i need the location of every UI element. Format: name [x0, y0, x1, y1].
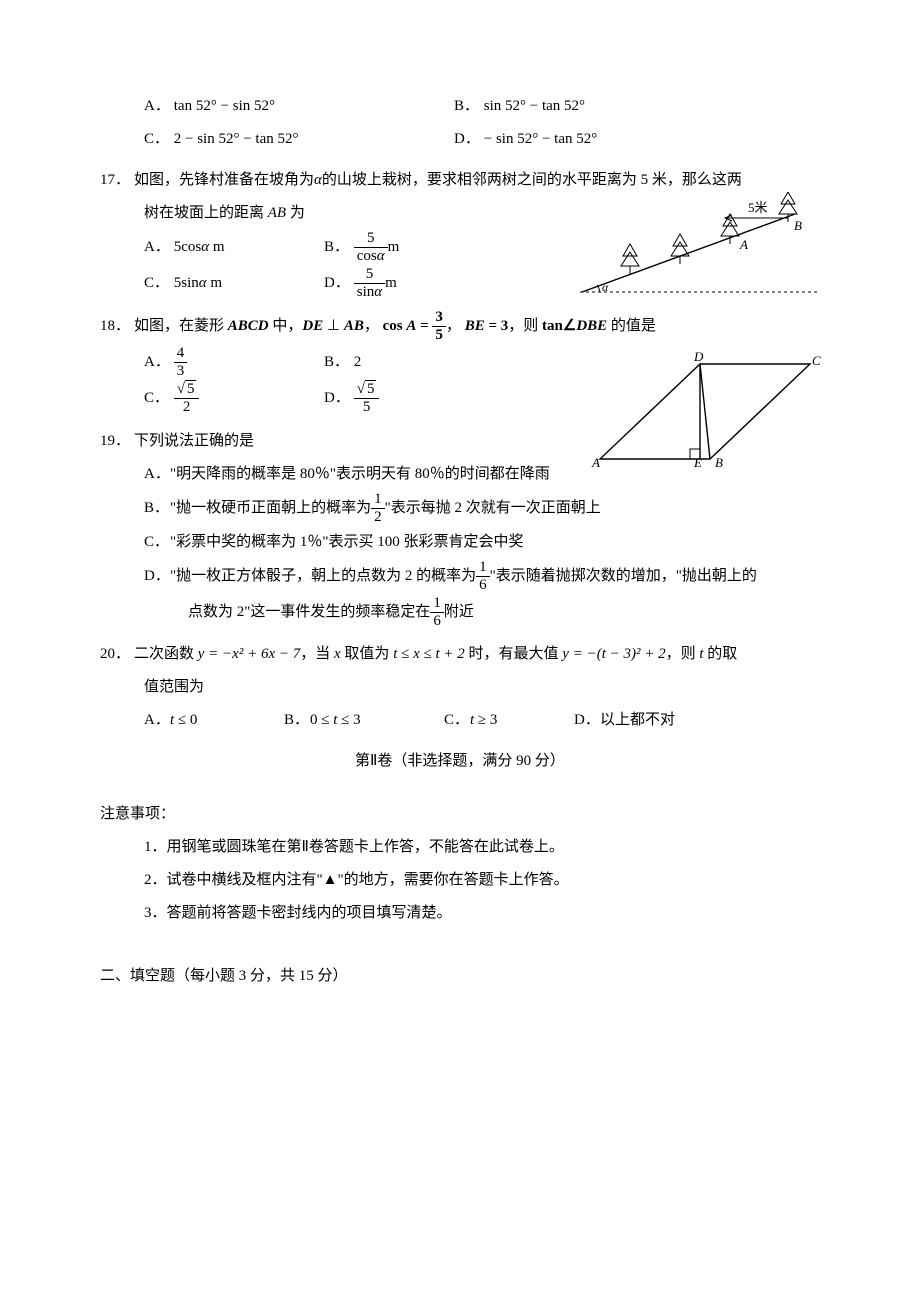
opt-label: A． — [144, 90, 170, 123]
q20: 20．二次函数 y = −x² + 6x − 7，当 x 取值为 t ≤ x ≤… — [100, 638, 820, 737]
opt-text: 2 − sin 52° − tan 52° — [174, 131, 299, 147]
q16-opt-a: A． tan 52° − sin 52° — [144, 90, 454, 123]
note-2: 2．试卷中横线及框内注有"▲"的地方，需要你在答题卡上作答。 — [100, 864, 820, 897]
svg-text:5米: 5米 — [748, 200, 768, 215]
q19-opt-b: B．"抛一枚硬币正面朝上的概率为12"表示每抛 2 次就有一次正面朝上 — [100, 491, 820, 527]
svg-text:α: α — [602, 280, 609, 294]
opt-label: C． — [144, 123, 170, 156]
svg-text:B: B — [794, 218, 802, 233]
note-3: 3．答题前将答题卡密封线内的项目填写清楚。 — [100, 897, 820, 930]
q18-opt-a: A． 43 — [144, 345, 324, 381]
opt-label: B． — [454, 90, 480, 123]
q17-opt-c: C． 5sinα m — [144, 267, 324, 300]
q18-stem: 18．如图，在菱形 ABCD 中，DE ⊥ AB， cos A = 35， BE… — [100, 309, 820, 345]
fill-title: 二、填空题（每小题 3 分，共 15 分） — [100, 960, 820, 993]
q18: 18．如图，在菱形 ABCD 中，DE ⊥ AB， cos A = 35， BE… — [100, 309, 820, 417]
q18-opt-c: C． √52 — [144, 380, 324, 417]
svg-text:A: A — [739, 237, 748, 252]
q20-opt-b: B．0 ≤ t ≤ 3 — [284, 704, 444, 737]
opt-label: D． — [454, 123, 480, 156]
tree-icon — [621, 192, 797, 274]
q17-figure: 5米 A B α — [570, 192, 830, 302]
q17-opt-a: A． 5cosα m — [144, 231, 324, 264]
opt-text: − sin 52° − tan 52° — [484, 131, 598, 147]
q17-opt-d: D． 5sinαm — [324, 266, 397, 302]
q16-opt-c: C． 2 − sin 52° − tan 52° — [144, 123, 454, 156]
q20-opt-c: C．t ≥ 3 — [444, 704, 574, 737]
q18-opt-d: D． √55 — [324, 380, 379, 417]
q20-opt-a: A．t ≤ 0 — [144, 704, 284, 737]
q19-opt-d: D．"抛一枚正方体骰子，朝上的点数为 2 的概率为16"表示随着抛掷次数的增加，… — [100, 559, 820, 595]
opt-text: sin 52° − tan 52° — [484, 98, 585, 114]
q18-opt-b: B． 2 — [324, 346, 361, 379]
q19: 19．下列说法正确的是 A．"明天降雨的概率是 80％"表示明天有 80％的时间… — [100, 425, 820, 631]
q19-opt-c: C．"彩票中奖的概率为 1％"表示买 100 张彩票肯定会中奖 — [100, 526, 820, 559]
q19-opt-a: A．"明天降雨的概率是 80％"表示明天有 80％的时间都在降雨 — [100, 458, 820, 491]
q20-opt-d: D．以上都不对 — [574, 704, 675, 737]
opt-text: tan 52° − sin 52° — [174, 98, 275, 114]
q17-opt-b: B． 5cosαm — [324, 230, 399, 266]
note-1: 1．用钢笔或圆珠笔在第Ⅱ卷答题卡上作答，不能答在此试卷上。 — [100, 831, 820, 864]
q16-options: A． tan 52° − sin 52° B． sin 52° − tan 52… — [100, 90, 820, 156]
notes-title: 注意事项： — [100, 798, 820, 831]
svg-text:D: D — [693, 349, 704, 364]
section2-title: 第Ⅱ卷（非选择题，满分 90 分） — [100, 745, 820, 778]
q16-opt-b: B． sin 52° − tan 52° — [454, 90, 585, 123]
q-number: 17． — [100, 164, 134, 197]
q17: 17．如图，先锋村准备在坡角为α的山坡上栽树，要求相邻两树之间的水平距离为 5 … — [100, 164, 820, 301]
svg-text:C: C — [812, 353, 821, 368]
q16-opt-d: D． − sin 52° − tan 52° — [454, 123, 597, 156]
q19-opt-d-cont: 点数为 2"这一事件发生的频率稳定在16附近 — [100, 595, 820, 631]
